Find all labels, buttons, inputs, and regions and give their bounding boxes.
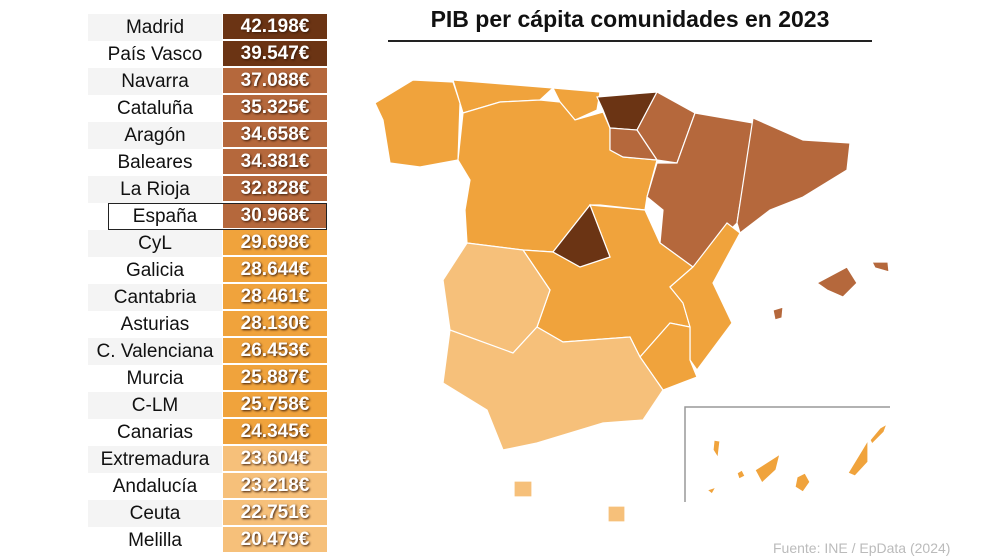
region-value: 34.381€ xyxy=(223,149,327,176)
table-row: País Vasco 39.547€ xyxy=(88,41,328,68)
region-name: Andalucía xyxy=(112,476,198,497)
region-andalucia xyxy=(442,326,664,451)
region-ceuta xyxy=(513,480,533,498)
region-la-rioja xyxy=(609,127,659,161)
region-fuerteventura xyxy=(847,437,869,477)
region-value: 29.698€ xyxy=(223,230,327,257)
canarias-inset-frame xyxy=(684,406,890,502)
table-row: Andalucía 23.218€ xyxy=(88,473,328,500)
table-row: Canarias 24.345€ xyxy=(88,419,328,446)
region-value: 26.453€ xyxy=(223,338,327,365)
table-row: Asturias 28.130€ xyxy=(88,311,328,338)
region-melilla xyxy=(607,505,626,523)
region-value: 34.658€ xyxy=(223,122,327,149)
region-name: Cataluña xyxy=(116,98,194,119)
table-row: Galicia 28.644€ xyxy=(88,257,328,284)
table-row: España 30.968€ xyxy=(108,203,327,230)
region-name: C. Valenciana xyxy=(88,338,222,365)
table-row: La Rioja 32.828€ xyxy=(88,176,328,203)
region-value: 23.604€ xyxy=(223,446,327,473)
region-value: 22.751€ xyxy=(223,500,327,527)
region-value: 32.828€ xyxy=(223,176,327,203)
table-row: C-LM 25.758€ xyxy=(88,392,328,419)
region-madrid xyxy=(552,203,611,268)
region-value: 39.547€ xyxy=(223,41,327,68)
region-galicia xyxy=(374,79,461,168)
region-name: Extremadura xyxy=(88,446,222,473)
region-navarra xyxy=(636,91,696,164)
region-name: Canarias xyxy=(116,422,194,443)
chart-title: PIB per cápita comunidades en 2023 xyxy=(430,6,830,32)
region-value: 42.198€ xyxy=(223,14,327,41)
region-cantabria xyxy=(551,87,601,121)
table-row: Baleares 34.381€ xyxy=(88,149,328,176)
region-el-hierro xyxy=(705,485,718,495)
region-name: La Rioja xyxy=(88,176,222,203)
region-name: Aragón xyxy=(88,122,222,149)
region-value: 28.461€ xyxy=(223,284,327,311)
region-value: 35.325€ xyxy=(223,95,327,122)
region-ibiza xyxy=(772,306,784,321)
region-value: 37.088€ xyxy=(223,68,327,95)
region-name: Cantabria xyxy=(88,284,222,311)
region-name: C-LM xyxy=(88,392,222,419)
source-note: Fuente: INE / EpData (2024) xyxy=(773,540,951,556)
region-value: 20.479€ xyxy=(223,527,327,554)
table-row: Aragón 34.658€ xyxy=(88,122,328,149)
region-cataluna xyxy=(736,117,851,235)
table-row: C. Valenciana 26.453€ xyxy=(88,338,328,365)
gdp-table: Madrid 42.198€ País Vasco 39.547€ Navarra 37.… xyxy=(88,14,328,554)
region-tenerife xyxy=(754,452,781,484)
region-mallorca xyxy=(815,266,858,298)
title-underline xyxy=(388,40,872,42)
table-row: Navarra 37.088€ xyxy=(88,68,328,95)
table-row: Extremadura 23.604€ xyxy=(88,446,328,473)
region-lanzarote xyxy=(869,422,889,446)
table-row: Cantabria 28.461€ xyxy=(88,284,328,311)
table-row: Madrid 42.198€ xyxy=(88,14,328,41)
region-value: 28.130€ xyxy=(223,311,327,338)
region-name: CyL xyxy=(88,230,222,257)
table-row: Ceuta 22.751€ xyxy=(88,500,328,527)
region-value: 25.887€ xyxy=(223,365,327,392)
region-name: Melilla xyxy=(128,530,182,551)
region-name: Murcia xyxy=(126,368,184,389)
table-row: Cataluña 35.325€ xyxy=(88,95,328,122)
region-value: 25.758€ xyxy=(223,392,327,419)
region-gran-canaria xyxy=(794,472,811,493)
region-name: País Vasco xyxy=(107,44,203,65)
region-name: España xyxy=(132,206,198,227)
region-name: Baleares xyxy=(117,152,193,173)
region-name: Navarra xyxy=(88,68,222,95)
region-value: 28.644€ xyxy=(223,257,327,284)
region-value: 23.218€ xyxy=(223,473,327,500)
region-name: Asturias xyxy=(120,314,190,335)
region-la-gomera xyxy=(736,469,746,480)
region-menorca xyxy=(871,261,890,273)
table-row: Melilla 20.479€ xyxy=(88,527,328,554)
region-name: Madrid xyxy=(88,14,222,41)
region-name: Galicia xyxy=(125,260,185,281)
region-name: Ceuta xyxy=(88,500,222,527)
table-row: Murcia 25.887€ xyxy=(88,365,328,392)
region-value: 30.968€ xyxy=(223,203,327,230)
region-la-palma xyxy=(712,439,721,460)
table-row: CyL 29.698€ xyxy=(88,230,328,257)
region-value: 24.345€ xyxy=(223,419,327,446)
